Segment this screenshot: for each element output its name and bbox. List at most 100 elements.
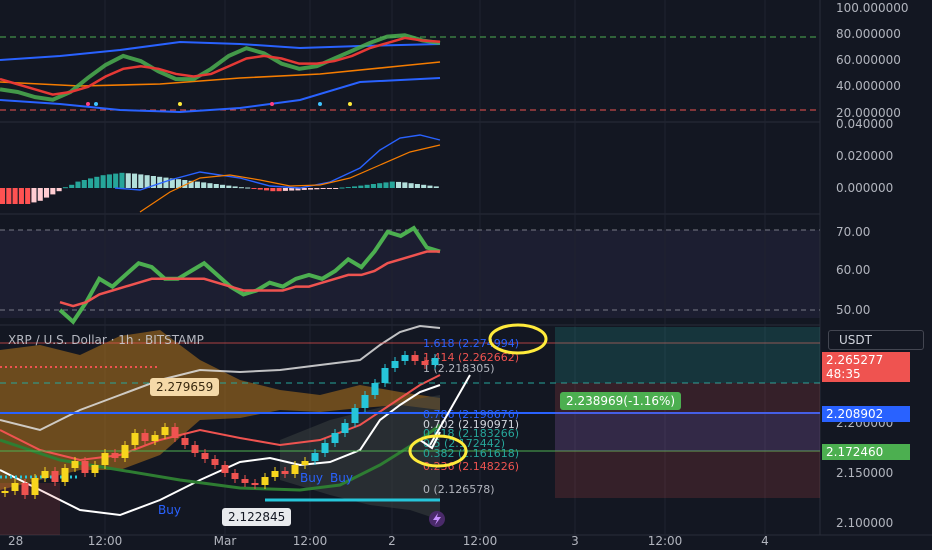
macd-bar xyxy=(427,185,433,188)
candle-body xyxy=(371,383,379,395)
candle-body xyxy=(261,477,269,485)
macd-bar xyxy=(75,181,81,188)
candle-body xyxy=(331,433,339,443)
candle-body xyxy=(61,468,69,482)
macd-bar xyxy=(81,180,87,188)
macd-bar xyxy=(6,188,12,204)
highlight-circle-bottom xyxy=(408,434,468,468)
candle-body xyxy=(171,427,179,438)
macd-histogram xyxy=(0,172,439,204)
macd-bar xyxy=(370,184,376,188)
candle-body xyxy=(181,438,189,445)
green-price-tag: 2.172460 xyxy=(822,444,910,460)
macd-bar xyxy=(163,177,169,188)
macd-bar xyxy=(125,173,131,188)
candle-body xyxy=(81,461,89,473)
candle-body xyxy=(271,471,279,477)
position-mid-zone xyxy=(555,413,820,451)
rsi-series-line xyxy=(59,250,440,308)
current-price-tag: 2.265277 48:35 xyxy=(822,352,910,382)
macd-bar xyxy=(333,188,339,189)
macd-bar xyxy=(182,180,188,188)
price-note-bottom: 2.122845 xyxy=(222,508,292,526)
stoch-lower-band xyxy=(0,77,441,114)
position-profit-zone xyxy=(555,327,820,383)
fib-level-label: 1.414 (2.262662) xyxy=(423,351,519,364)
macd-bar xyxy=(414,184,420,188)
macd-line xyxy=(114,134,441,191)
candle-body xyxy=(231,473,239,479)
y-axis-tick-label: 80.000000 xyxy=(836,27,901,41)
macd-bar xyxy=(213,184,219,188)
candle-body xyxy=(411,355,419,361)
macd-bar xyxy=(56,188,62,192)
macd-bar xyxy=(132,173,138,188)
y-axis-tick-label: 50.00 xyxy=(836,303,870,317)
macd-bar xyxy=(314,188,320,190)
macd-bar xyxy=(238,187,244,189)
chart-title: XRP / U.S. Dollar · 1h · BITSTAMP xyxy=(8,333,204,347)
y-axis-tick-label: 40.000000 xyxy=(836,79,901,93)
candle-body xyxy=(361,395,369,408)
buy-label: Buy xyxy=(300,471,323,485)
blue-price-tag: 2.208902 xyxy=(822,406,910,422)
macd-bar xyxy=(389,181,395,188)
candle-body xyxy=(321,443,329,453)
candle-body xyxy=(71,461,79,468)
fib-level-label: 1.618 (2.274994) xyxy=(423,337,519,350)
macd-bar xyxy=(352,186,358,188)
macd-bar xyxy=(25,188,31,204)
price-note-top: 2.279659 xyxy=(150,378,220,396)
macd-bar xyxy=(251,188,257,189)
macd-bar xyxy=(245,187,251,189)
macd-bar xyxy=(264,188,270,191)
macd-bar xyxy=(119,172,125,188)
fib-level-label: 0.236 (2.148226) xyxy=(423,460,519,473)
y-axis-tick-label: 0.000000 xyxy=(836,181,893,195)
macd-bar xyxy=(289,188,295,191)
buy-label: Buy xyxy=(158,503,181,517)
macd-bar xyxy=(301,188,307,190)
x-axis-tick-label: 12:00 xyxy=(88,534,123,548)
rsi-pane-band xyxy=(0,230,820,318)
lightning-icon[interactable] xyxy=(428,510,446,528)
macd-bar xyxy=(62,187,68,189)
trend-arrow xyxy=(429,374,471,446)
x-axis-tick-label: 2 xyxy=(388,534,396,548)
fibonacci-labels: 1.618 (2.274994)1.414 (2.262662)1 (2.218… xyxy=(423,337,519,496)
y-axis-tick-label: 60.00 xyxy=(836,263,870,277)
y-axis-tick-label: 60.000000 xyxy=(836,53,901,67)
macd-bar xyxy=(383,182,389,188)
fib-level-label: 1 (2.218305) xyxy=(423,362,495,375)
ichimoku-cloud xyxy=(0,330,440,490)
rsi-series-group xyxy=(58,225,441,325)
x-axis-tick-label: 12:00 xyxy=(463,534,498,548)
macd-bar xyxy=(113,173,119,188)
macd-bar xyxy=(150,176,156,188)
x-axis-tick-label: Mar xyxy=(214,534,237,548)
candle-body xyxy=(21,483,29,495)
macd-bar xyxy=(44,188,50,198)
candle-body xyxy=(401,355,409,361)
macd-bar xyxy=(408,183,414,188)
candle-body xyxy=(421,361,429,365)
candle-body xyxy=(51,471,59,482)
currency-selector[interactable]: USDT xyxy=(828,330,924,350)
candle-body xyxy=(381,368,389,383)
lower-bollinger-band xyxy=(0,384,441,517)
candle-body xyxy=(141,433,149,441)
macd-bar xyxy=(100,175,106,188)
macd-bar xyxy=(106,174,112,188)
macd-bar xyxy=(176,179,182,188)
macd-bar xyxy=(194,181,200,188)
y-axis-tick-label: 0.040000 xyxy=(836,117,893,131)
macd-bar xyxy=(226,185,232,188)
y-axis-tick-label: 0.020000 xyxy=(836,149,893,163)
macd-bar xyxy=(0,188,6,204)
left-loss-zone xyxy=(0,483,60,535)
macd-bar xyxy=(308,188,314,190)
candle-body xyxy=(391,361,399,368)
y-axis-tick-label: 100.000000 xyxy=(836,1,909,15)
macd-bar xyxy=(358,185,364,188)
